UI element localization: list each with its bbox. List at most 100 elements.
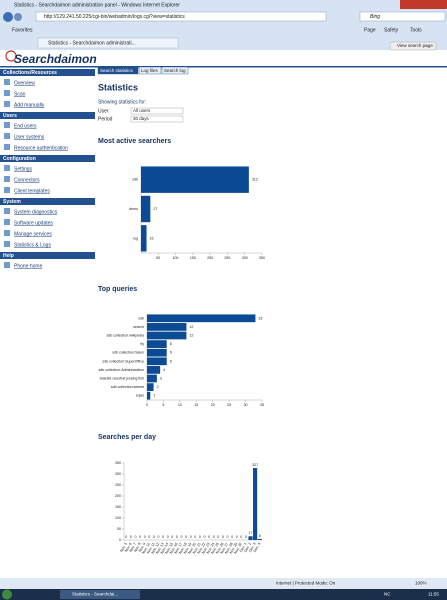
taskbar-window-text: Statistics - Searchdai... [72,592,118,597]
bar [147,383,154,391]
sidebar-link[interactable]: Phone home [14,263,43,269]
forward-button[interactable] [14,13,22,21]
sidebar-section-title: Collections/Resources [3,70,57,76]
address-bar[interactable] [35,11,327,22]
tab-label: Log files [141,68,159,73]
category-label: Nov. 28 [224,542,234,555]
category-label: sdb collection:SuperOffice [102,359,144,363]
value-label: 1 [153,394,155,398]
sidebar-link[interactable]: Resource authentication [14,145,68,151]
x-tick-label: 200 [207,256,213,260]
value-label: 0 [236,535,238,539]
sidebar-link[interactable]: End users [14,123,37,129]
category-label: fly [140,342,144,346]
sidebar-icon [4,241,10,247]
category-label: Nov. 24 [206,542,216,555]
bar [141,225,147,252]
sidebar-link[interactable]: Connectors [14,177,40,183]
bar [257,538,262,540]
value-label: 16 [150,236,154,240]
header-rule [0,66,447,68]
start-button[interactable] [2,589,12,600]
value-label: 0 [162,535,164,539]
category-label: sdb collection:Administration [98,368,144,372]
sidebar: Collections/Resources Overview Scan Add man… [0,69,95,269]
browser-tab[interactable] [37,37,179,49]
sidebar-link[interactable]: Statistics & Logs [14,242,51,248]
sidebar-icon [4,90,10,96]
period-value: 30 days [133,116,150,121]
bar [147,357,167,366]
category-label: Nov. 22 [197,542,207,555]
user-value: All users [133,108,151,113]
view-search-button[interactable] [389,41,437,51]
category-label: Nov. 16 [169,542,179,555]
sidebar-section-header [0,198,95,205]
bar [147,314,256,323]
category-label: statoil& nessfrat jessing fish [100,376,144,380]
value-label: 2 [157,385,159,389]
sidebar-section-header [0,252,95,259]
category-label: Nov. 19 [183,542,193,555]
favorites[interactable]: Favorites [12,27,33,33]
sidebar-link[interactable]: User systems [14,134,45,140]
period-select[interactable] [130,115,184,123]
taskbar-lang: NC [384,592,391,597]
window-buttons[interactable] [400,0,447,9]
address-text: http://129.241.50.225/cgi-bin/webadmin/l… [44,14,185,20]
sidebar-section-title: System [3,199,21,205]
value-label: 0 [125,535,127,539]
category-label: Nov. 25 [210,542,220,555]
tab[interactable] [161,66,189,75]
value-label: 27 [153,207,157,211]
sidebar-section-header [0,69,95,76]
tab-label: Search log [164,68,186,73]
user-label: User [98,108,109,114]
category-label: sdb collection:Sales [112,351,144,355]
value-label: 6 [170,359,172,363]
value-label: 0 [217,535,219,539]
search-box[interactable] [359,11,446,22]
value-label: 0 [181,535,183,539]
user-select[interactable] [130,107,184,115]
taskbar-window[interactable] [60,590,140,599]
value-label: 0 [135,535,137,539]
value-label: 6 [170,351,172,355]
bar [147,374,157,383]
toolbar-page[interactable]: Page [364,27,376,33]
x-tick-label: 10 [178,403,182,407]
value-label: 5 [259,534,261,538]
value-label: 0 [194,535,196,539]
sidebar-section-header [0,155,95,162]
value-label: 0 [153,535,155,539]
toolbar-tools[interactable]: Tools [410,27,422,33]
sidebar-section-title: Configuration [3,156,36,162]
sidebar-link[interactable]: Settings [14,166,33,172]
category-label: sdb collection:wikipedia [106,333,144,337]
category-label: Dec. 4 [253,542,262,553]
sidebar-link[interactable]: System diagnostics [14,209,58,215]
sidebar-link[interactable]: Scan [14,91,26,97]
sidebar-section-header [0,112,95,119]
bar [141,166,249,193]
sidebar-link[interactable]: Software updates [14,220,53,226]
category-label: Nov. 18 [178,542,188,555]
sidebar-link[interactable]: Manage services [14,231,52,237]
y-tick-label: 350 [115,461,121,465]
category-label: Nov. 14 [160,542,170,555]
tab[interactable] [138,66,162,75]
value-label: 6 [170,342,172,346]
sidebar-link[interactable]: Overview [14,80,35,86]
bar [253,468,258,540]
back-button[interactable] [3,12,13,22]
sidebar-icon [4,176,10,182]
category-label: Nov. 30 [233,542,243,555]
sidebar-icon [4,122,10,128]
sidebar-link[interactable]: Add manually [14,102,45,108]
sidebar-link[interactable]: Client templates [14,188,50,194]
sidebar-icon [4,133,10,139]
category-label: Nov. 29 [229,542,239,555]
value-label: 3 [160,376,162,380]
toolbar-safety[interactable]: Safety [384,27,399,33]
tab[interactable] [97,66,139,75]
